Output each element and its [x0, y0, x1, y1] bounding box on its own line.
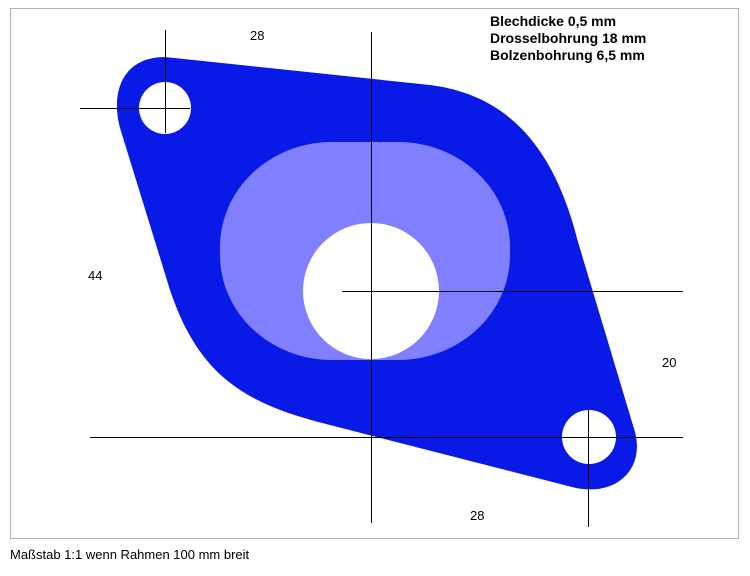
spec-bolt-bore: Bolzenbohrung 6,5 mm	[490, 47, 645, 63]
dimension-left-height: 44	[88, 268, 103, 283]
drawing-frame	[10, 8, 739, 539]
dimension-right-offset: 20	[662, 355, 677, 370]
spec-throttle-bore: Drosselbohrung 18 mm	[490, 30, 647, 46]
spec-thickness: Blechdicke 0,5 mm	[490, 13, 617, 29]
dimension-bottom-spacing: 28	[470, 508, 485, 523]
center-lines	[80, 30, 683, 527]
spec-block: Blechdicke 0,5 mm Drosselbohrung 18 mm B…	[490, 13, 646, 64]
scale-note: Maßstab 1:1 wenn Rahmen 100 mm breit	[10, 547, 250, 562]
dimension-top-spacing: 28	[250, 28, 265, 43]
